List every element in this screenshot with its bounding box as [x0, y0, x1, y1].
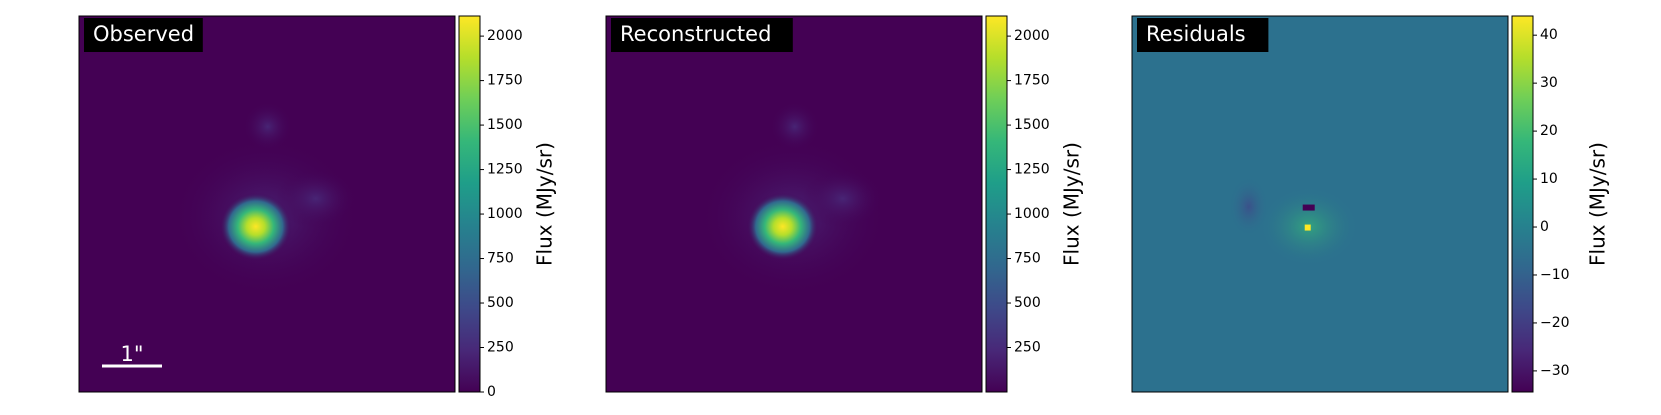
scale-label: 1" [120, 342, 143, 366]
colorbar [458, 15, 481, 393]
colorbar-tick-label: 10 [1540, 171, 1558, 187]
core [746, 192, 819, 261]
frame [78, 15, 456, 393]
panel: Observed 1" 0 250 500 750 1000 1250 1500 1750 2000… [78, 15, 557, 400]
title-box [1137, 18, 1269, 52]
colorbar-tick-label: 1000 [487, 206, 523, 222]
colorbar-label: Flux (MJy/sr) [533, 142, 557, 266]
colorbar-tick-label: 1750 [1014, 73, 1050, 89]
panel-title: Reconstructed [620, 22, 771, 46]
colorbar-tick-label: 1500 [1014, 117, 1050, 133]
arm [242, 101, 293, 152]
core [219, 192, 292, 261]
arm [769, 101, 820, 152]
colorbar-tick-label: 250 [1014, 340, 1041, 356]
colorbar-tick-label: 0 [1540, 219, 1549, 235]
colorbar-tick-label: 0 [487, 384, 496, 400]
panel: Residuals −30 −20 −10 0 10 20 30 40 Flux (MJy/sr) [1131, 15, 1610, 393]
colorbar-tick-label: 1750 [487, 73, 523, 89]
colorbar-tick-label: 1250 [1014, 162, 1050, 178]
colorbar-tick-label: 1500 [487, 117, 523, 133]
colorbar-tick-label: 750 [1014, 251, 1041, 267]
arm [275, 168, 356, 229]
residual-pixel [1302, 204, 1315, 211]
panel: Reconstructed 250 500 750 1000 1250 1500 1750 20… [605, 15, 1084, 393]
arm [802, 168, 883, 229]
colorbar-tick-label: 750 [487, 251, 514, 267]
colorbar-tick-label: 500 [1014, 295, 1041, 311]
colorbar-label: Flux (MJy/sr) [1060, 142, 1084, 266]
frame [605, 15, 983, 393]
residual-pixel [1304, 224, 1311, 231]
colorbar-tick-label: 40 [1540, 27, 1558, 43]
title-box [611, 18, 793, 52]
colorbar [1511, 15, 1534, 393]
colorbar-tick-label: −20 [1540, 315, 1570, 331]
residual [1228, 176, 1269, 237]
colorbar [985, 15, 1008, 393]
frame [1131, 15, 1509, 393]
colorbar-tick-label: 1000 [1014, 206, 1050, 222]
colorbar-tick-label: −10 [1540, 267, 1570, 283]
panel-title: Residuals [1146, 22, 1246, 46]
colorbar-tick-label: 30 [1540, 75, 1558, 91]
title-box [84, 18, 203, 52]
colorbar-tick-label: 20 [1540, 123, 1558, 139]
colorbar-tick-label: −30 [1540, 363, 1570, 379]
panel-title: Observed [93, 22, 194, 46]
colorbar-tick-label: 250 [487, 340, 514, 356]
colorbar-tick-label: 2000 [487, 28, 523, 44]
colorbar-tick-label: 2000 [1014, 28, 1050, 44]
colorbar-tick-label: 500 [487, 295, 514, 311]
colorbar-label: Flux (MJy/sr) [1586, 142, 1610, 266]
colorbar-tick-label: 1250 [487, 162, 523, 178]
